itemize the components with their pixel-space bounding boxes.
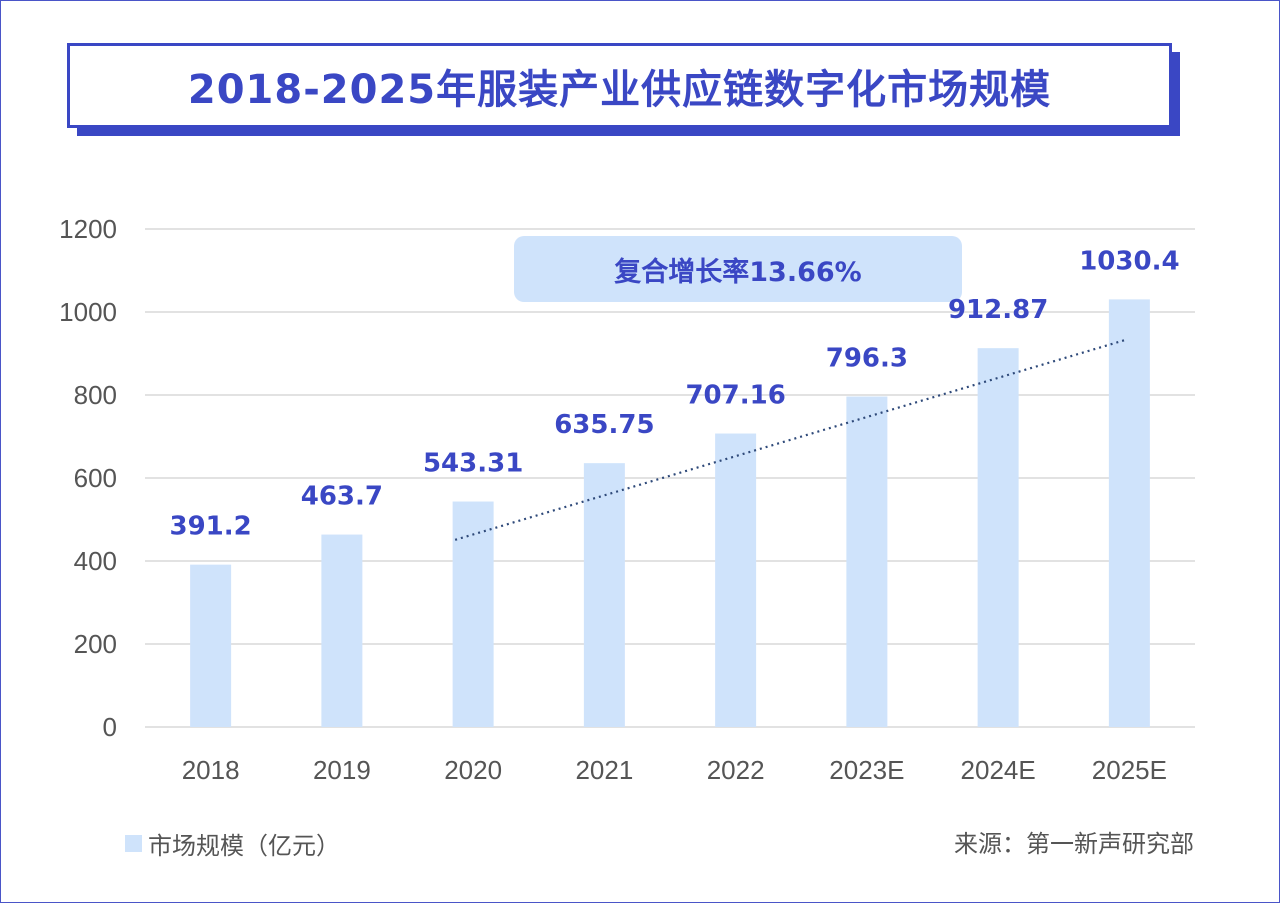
trend-line — [454, 339, 1125, 541]
source-note: 来源：第一新声研究部 — [954, 830, 1194, 858]
y-axis-ticks: 0 200 400 600 800 1000 1200 — [59, 214, 117, 742]
x-tick-label: 2021 — [575, 755, 633, 785]
data-label: 463.7 — [301, 482, 383, 512]
legend-swatch — [125, 835, 142, 852]
bars — [190, 299, 1150, 727]
data-label: 912.87 — [948, 295, 1048, 325]
x-tick-label: 2018 — [182, 755, 240, 785]
bar — [452, 501, 494, 727]
bar — [190, 564, 232, 727]
trend-line-path — [454, 339, 1125, 541]
chart-title: 2018-2025年服装产业供应链数字化市场规模 — [187, 66, 1052, 113]
y-tick-label: 400 — [74, 546, 117, 576]
bar — [583, 463, 625, 727]
data-label: 796.3 — [826, 344, 908, 374]
x-tick-label: 2025E — [1092, 755, 1167, 785]
x-tick-label: 2024E — [961, 755, 1036, 785]
bar — [846, 396, 888, 727]
data-label: 707.16 — [685, 381, 785, 411]
growth-callout-label: 复合增长率13.66% — [614, 256, 861, 288]
legend: 市场规模（亿元） — [125, 826, 340, 861]
x-tick-label: 2020 — [444, 755, 502, 785]
x-tick-label: 2023E — [829, 755, 904, 785]
x-tick-label: 2022 — [707, 755, 765, 785]
title-box: 2018-2025年服装产业供应链数字化市场规模 — [67, 43, 1172, 128]
bar — [977, 348, 1019, 727]
data-label: 635.75 — [554, 410, 654, 440]
y-tick-label: 600 — [74, 463, 117, 493]
y-tick-label: 0 — [103, 712, 117, 742]
data-label: 543.31 — [423, 449, 523, 479]
growth-callout: 复合增长率13.66% — [514, 236, 962, 302]
y-tick-label: 1200 — [59, 214, 117, 244]
bar — [321, 534, 363, 727]
data-labels: 391.2 463.7 543.31 635.75 707.16 796.3 912.87 1… — [170, 246, 1180, 541]
bar — [715, 433, 757, 727]
y-tick-label: 800 — [74, 380, 117, 410]
growth-callout-box — [514, 236, 962, 302]
gridlines — [145, 228, 1195, 728]
y-tick-label: 200 — [74, 629, 117, 659]
data-label: 391.2 — [170, 512, 252, 542]
bar — [1108, 299, 1150, 727]
y-tick-label: 1000 — [59, 297, 117, 327]
data-label: 1030.4 — [1079, 246, 1179, 276]
legend-label: 市场规模（亿元） — [148, 832, 340, 860]
x-axis-ticks: 2018 2019 2020 2021 2022 2023E 2024E 2025E — [182, 755, 1167, 785]
x-tick-label: 2019 — [313, 755, 371, 785]
